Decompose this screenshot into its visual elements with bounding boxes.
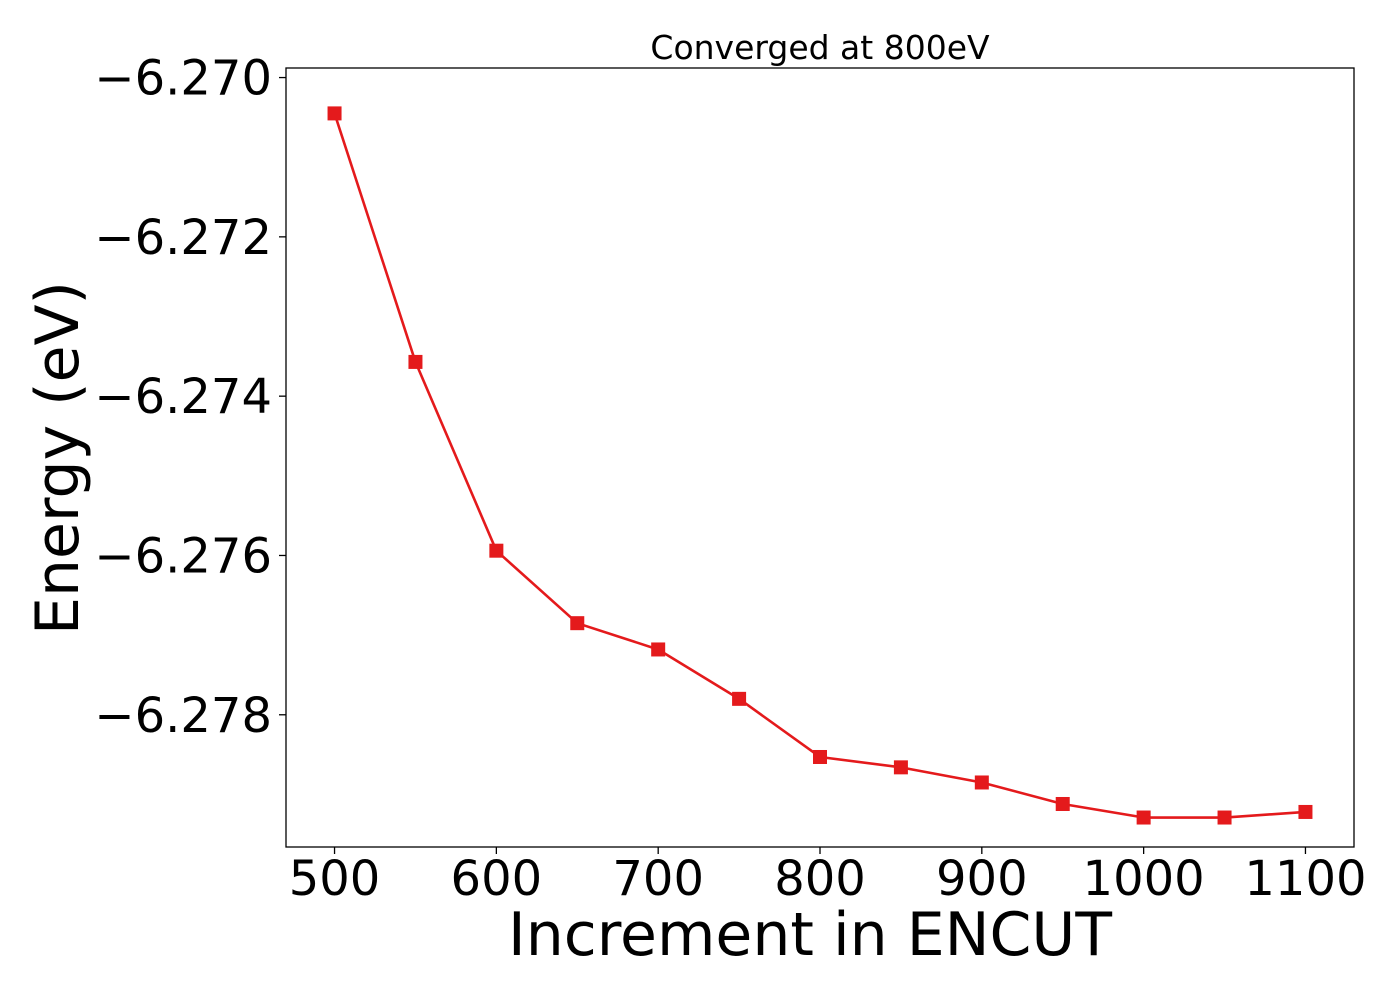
plot-area bbox=[327, 106, 1313, 825]
data-point bbox=[1298, 804, 1313, 819]
data-point bbox=[732, 691, 747, 706]
series-line bbox=[333, 112, 1306, 819]
data-point bbox=[327, 106, 342, 121]
x-tick-label: 1100 bbox=[1244, 851, 1366, 907]
x-tick-label: 700 bbox=[612, 851, 704, 907]
data-point bbox=[489, 543, 504, 558]
data-point bbox=[570, 616, 585, 631]
data-point bbox=[974, 775, 989, 790]
y-tick-label: −6.274 bbox=[94, 369, 272, 425]
y-axis: −6.270 −6.272 −6.274 −6.276 −6.278 bbox=[94, 51, 286, 744]
y-tick-label: −6.270 bbox=[94, 51, 272, 107]
y-tick-label: −6.276 bbox=[94, 528, 272, 584]
x-axis-label: Increment in ENCUT bbox=[508, 900, 1112, 970]
data-point bbox=[893, 760, 908, 775]
data-point bbox=[1055, 796, 1070, 811]
data-point bbox=[408, 354, 423, 369]
chart-title: Converged at 800eV bbox=[650, 28, 990, 67]
data-point bbox=[813, 749, 827, 764]
y-tick-label: −6.272 bbox=[94, 210, 272, 266]
y-axis-label: Energy (eV) bbox=[23, 281, 93, 635]
x-tick-label: 900 bbox=[936, 851, 1028, 907]
x-tick-label: 500 bbox=[289, 851, 381, 907]
x-axis: 500 600 700 800 900 1000 1100 bbox=[289, 847, 1367, 907]
data-point bbox=[651, 642, 666, 657]
x-tick-label: 800 bbox=[774, 851, 866, 907]
plot-frame bbox=[285, 67, 1355, 848]
x-tick-label: 600 bbox=[451, 851, 543, 907]
y-tick-label: −6.278 bbox=[94, 688, 272, 744]
data-point bbox=[1136, 810, 1151, 825]
data-point bbox=[1217, 810, 1232, 825]
x-tick-label: 1000 bbox=[1083, 851, 1205, 907]
